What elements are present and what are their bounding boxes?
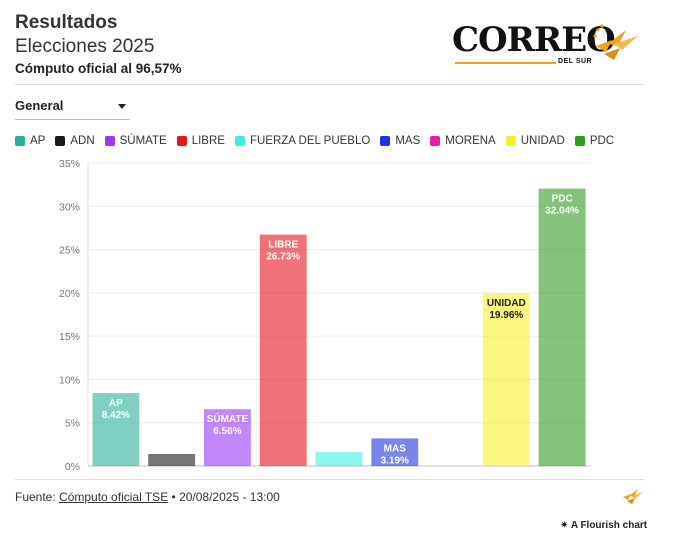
legend-swatch	[574, 136, 585, 146]
bar-libre	[259, 234, 307, 466]
logo-subtext: DEL SUR	[556, 58, 595, 65]
footer-bird-icon	[623, 489, 643, 504]
y-tick-label: 20%	[59, 288, 80, 300]
y-tick-label: 35%	[59, 158, 80, 170]
legend-item[interactable]: FUERZA DEL PUEBLO	[234, 135, 371, 147]
source-prefix: Fuente:	[15, 490, 60, 504]
legend-label: MORENA	[445, 135, 496, 147]
legend-label: ADN	[70, 135, 95, 147]
legend-label: AP	[30, 135, 46, 147]
y-tick-label: 10%	[59, 374, 80, 386]
legend-swatch	[104, 136, 115, 146]
flourish-credit-link[interactable]: ✷ A Flourish chart	[560, 520, 647, 531]
header-divider	[15, 84, 644, 85]
flourish-credit-label: A Flourish chart	[570, 520, 648, 531]
chart-legend: AP ADN SÚMATE LIBRE FUERZA DEL PUEBLO MAS MORE…	[15, 135, 624, 147]
legend-label: UNIDAD	[520, 135, 565, 147]
chevron-down-icon	[118, 104, 126, 109]
bar-value-label: 19.96%	[489, 310, 523, 321]
bar-name-label: SÚMATE	[207, 412, 249, 425]
footer-divider	[15, 479, 644, 480]
bar-value-label: 32.04%	[545, 206, 579, 217]
legend-item[interactable]: MAS	[380, 135, 420, 147]
legend-label: MAS	[395, 135, 421, 147]
bar-fuerza-del-pueblo	[315, 452, 363, 466]
y-tick-label: 15%	[59, 331, 80, 343]
legend-item[interactable]: LIBRE	[176, 135, 225, 147]
logo-underline	[455, 62, 588, 64]
bar-value-label: 8.42%	[102, 410, 130, 421]
legend-item[interactable]: UNIDAD	[505, 135, 565, 147]
bar-value-label: 26.73%	[266, 252, 300, 263]
legend-label: PDC	[589, 135, 615, 147]
bar-name-label: LIBRE	[268, 240, 298, 251]
bar-adn	[148, 453, 196, 466]
legend-swatch	[380, 136, 391, 146]
legend-item[interactable]: PDC	[574, 135, 615, 147]
legend-item[interactable]: MORENA	[430, 135, 496, 147]
chart-subtitle: Elecciones 2025	[15, 36, 155, 57]
legend-label: FUERZA DEL PUEBLO	[249, 135, 371, 147]
legend-label: LIBRE	[191, 135, 225, 147]
y-tick-label: 30%	[59, 201, 80, 213]
legend-swatch	[234, 136, 245, 146]
filter-dropdown[interactable]: General	[15, 96, 130, 120]
bar-mas	[371, 438, 419, 466]
bar-name-label: AP	[109, 398, 123, 409]
bar-ap	[92, 393, 140, 466]
legend-swatch	[176, 136, 187, 146]
bar-name-label: PDC	[552, 194, 573, 205]
correo-del-sur-logo: CORREO DEL SUR	[452, 18, 642, 68]
source-line: Fuente: Cómputo oficial TSE • 20/08/2025…	[15, 490, 280, 504]
y-tick-label: 5%	[65, 418, 80, 430]
bar-pdc	[538, 188, 586, 467]
legend-swatch	[430, 136, 441, 146]
bar-name-label: UNIDAD	[487, 298, 526, 309]
bar-unidad	[482, 293, 530, 466]
legend-item[interactable]: AP	[15, 135, 45, 147]
bar-súmate	[204, 409, 251, 466]
logo-wordmark: CORREO	[452, 20, 616, 60]
flourish-icon: ✷	[560, 520, 569, 531]
source-link[interactable]: Cómputo oficial TSE	[59, 490, 169, 504]
legend-item[interactable]: ADN	[55, 135, 95, 147]
bar-value-label: 6.56%	[213, 426, 241, 437]
y-tick-label: 0%	[65, 461, 80, 473]
legend-swatch	[55, 136, 66, 146]
legend-label: SÚMATE	[119, 135, 167, 147]
logo-bird-icon	[593, 24, 638, 60]
chart-title: Resultados	[15, 12, 118, 33]
filter-dropdown-value: General	[15, 98, 64, 113]
source-date: • 20/08/2025 - 13:00	[168, 490, 280, 504]
bar-chart: 0% 5% 10% 15% 20% 25% 30% 35% AP8.42% SÚMATE6.56%…	[59, 158, 590, 473]
legend-swatch	[505, 136, 516, 146]
legend-swatch	[15, 136, 25, 146]
chart-subsubtitle: Cómputo oficial al 96,57%	[15, 61, 182, 76]
y-tick-label: 25%	[59, 245, 80, 257]
bar-value-label: 3.19%	[381, 455, 409, 466]
bar-name-label: MAS	[384, 443, 407, 454]
legend-item[interactable]: SÚMATE	[104, 135, 167, 147]
